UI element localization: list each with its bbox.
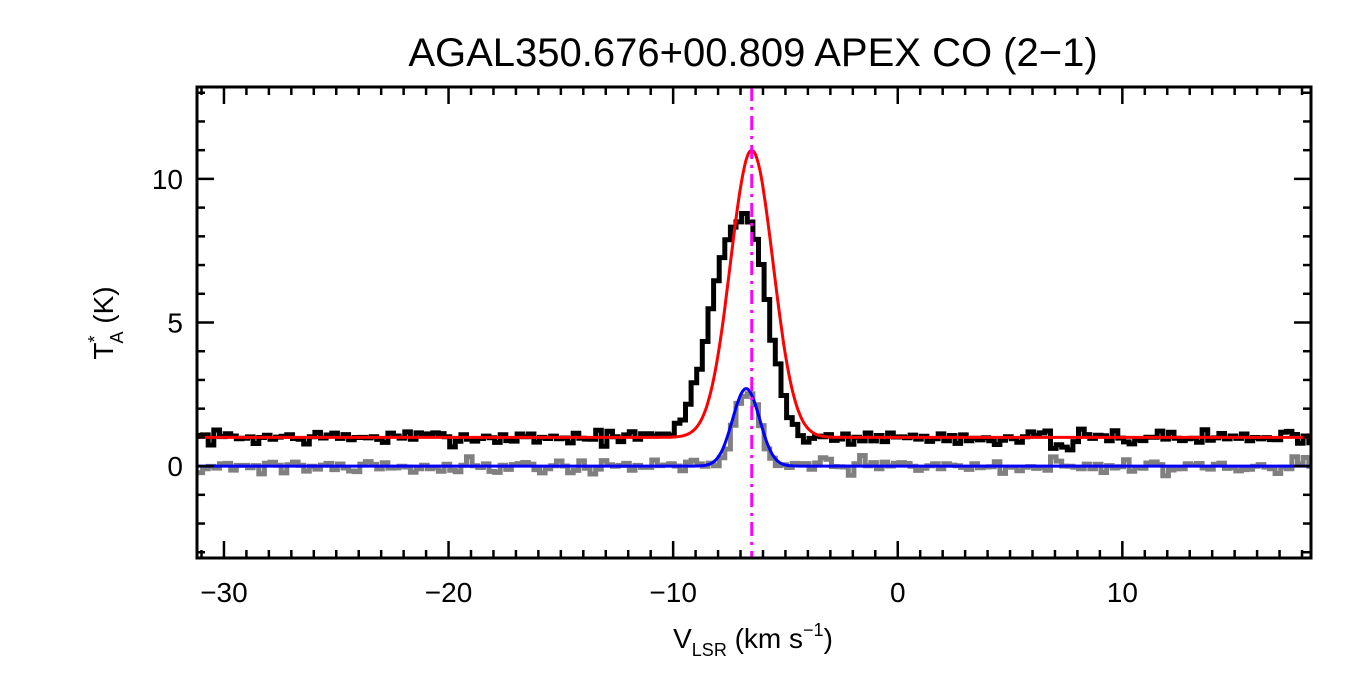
y-axis-label-sub: A [107, 331, 127, 343]
y-axis-label-sup: * [85, 336, 105, 343]
y-axis-label-rest: (K) [88, 286, 119, 331]
x-axis-label-end: ) [824, 623, 833, 654]
series-layer [197, 87, 1311, 558]
x-axis-label-main: V [673, 623, 692, 654]
x-tick-label: −20 [425, 577, 473, 608]
y-tick-labels: 0 5 10 [152, 164, 183, 482]
series-spectrum-baseline [197, 391, 1311, 479]
series-fit-baseline [197, 387, 1311, 468]
series-fit-offset [197, 148, 1311, 439]
x-axis-label: VLSR (km s−1) [673, 620, 833, 660]
x-tick-label: 10 [1107, 577, 1138, 608]
series-spectrum-offset [197, 211, 1311, 453]
x-tick-label: −30 [200, 577, 248, 608]
chart-title: AGAL350.676+00.809 APEX CO (2−1) [408, 31, 1097, 75]
x-axis-label-rest: (km s [727, 623, 803, 654]
x-tick-label: 0 [890, 577, 906, 608]
y-tick-label: 10 [152, 164, 183, 195]
x-axis-label-sup: −1 [803, 620, 824, 640]
y-tick-label: 5 [167, 308, 183, 339]
y-axis-label: T* A (K) [85, 286, 127, 359]
axis-ticks [197, 87, 1311, 558]
x-tick-label: −10 [649, 577, 697, 608]
y-axis-label-main: T [88, 343, 119, 360]
y-tick-label: 0 [167, 451, 183, 482]
x-axis-label-sub: LSR [692, 640, 727, 660]
x-tick-labels: −30 −20 −10 0 10 [200, 577, 1138, 608]
plot-frame [195, 85, 1313, 560]
